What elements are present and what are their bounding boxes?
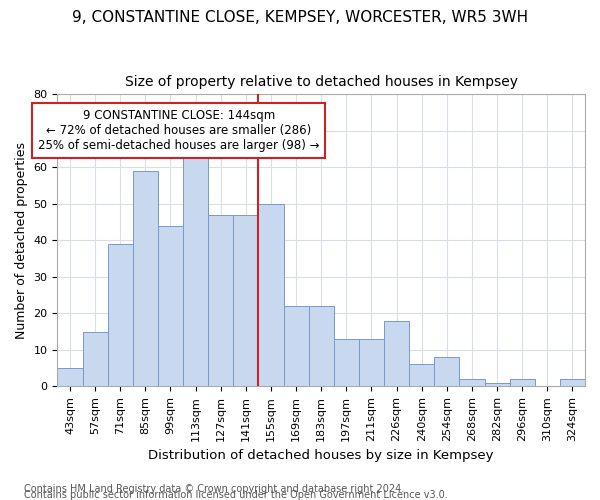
Bar bbox=[284, 306, 308, 386]
Bar bbox=[334, 339, 359, 386]
Bar bbox=[233, 215, 259, 386]
Bar bbox=[133, 171, 158, 386]
Text: Contains public sector information licensed under the Open Government Licence v3: Contains public sector information licen… bbox=[24, 490, 448, 500]
Bar bbox=[509, 379, 535, 386]
Bar bbox=[409, 364, 434, 386]
Text: 9 CONSTANTINE CLOSE: 144sqm
← 72% of detached houses are smaller (286)
25% of se: 9 CONSTANTINE CLOSE: 144sqm ← 72% of det… bbox=[38, 109, 320, 152]
Bar bbox=[259, 204, 284, 386]
Bar bbox=[208, 215, 233, 386]
X-axis label: Distribution of detached houses by size in Kempsey: Distribution of detached houses by size … bbox=[148, 450, 494, 462]
Bar bbox=[83, 332, 107, 386]
Bar bbox=[460, 379, 485, 386]
Bar bbox=[359, 339, 384, 386]
Y-axis label: Number of detached properties: Number of detached properties bbox=[15, 142, 28, 339]
Title: Size of property relative to detached houses in Kempsey: Size of property relative to detached ho… bbox=[125, 75, 518, 89]
Bar bbox=[107, 244, 133, 386]
Bar bbox=[183, 149, 208, 386]
Bar bbox=[485, 382, 509, 386]
Text: Contains HM Land Registry data © Crown copyright and database right 2024.: Contains HM Land Registry data © Crown c… bbox=[24, 484, 404, 494]
Bar bbox=[308, 306, 334, 386]
Bar bbox=[158, 226, 183, 386]
Bar bbox=[560, 379, 585, 386]
Bar bbox=[434, 357, 460, 386]
Bar bbox=[58, 368, 83, 386]
Text: 9, CONSTANTINE CLOSE, KEMPSEY, WORCESTER, WR5 3WH: 9, CONSTANTINE CLOSE, KEMPSEY, WORCESTER… bbox=[72, 10, 528, 25]
Bar bbox=[384, 320, 409, 386]
